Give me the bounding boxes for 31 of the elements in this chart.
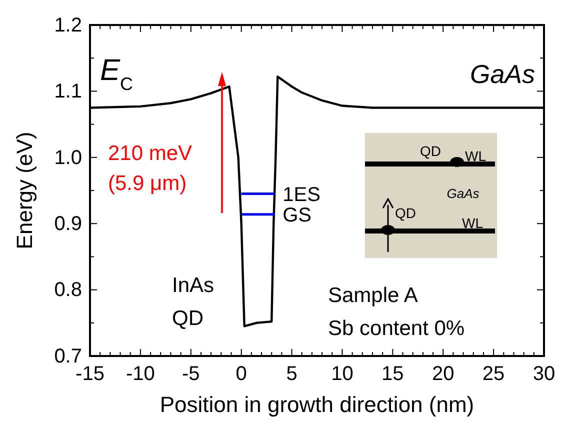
x-axis-title: Position in growth direction (nm) — [160, 392, 474, 417]
y-tick-label: 1.1 — [54, 80, 82, 103]
x-tick-label: -5 — [182, 363, 200, 386]
annotation: Sample A — [328, 284, 418, 307]
y-axis-title: Energy (eV) — [12, 132, 37, 250]
x-tick-label: 30 — [532, 363, 556, 386]
x-tick-label: 5 — [286, 363, 298, 386]
annotation: QD — [395, 205, 416, 221]
annotation: QD — [172, 307, 204, 330]
annotation: GaAs — [446, 186, 480, 201]
y-tick-label: 1.0 — [54, 146, 82, 169]
annotation: E$_{C}$ — [100, 54, 134, 94]
y-tick-label: 1.2 — [54, 14, 82, 36]
x-tick-label: 20 — [432, 363, 454, 386]
x-tick-label: 0 — [236, 363, 247, 386]
y-tick-label: 0.8 — [54, 279, 82, 302]
series-label: GS — [282, 204, 312, 226]
x-tick-label: -10 — [126, 363, 155, 386]
annotation: 210 meV — [108, 142, 192, 165]
x-tick-label: 10 — [331, 363, 354, 386]
annotation: WL — [462, 215, 484, 231]
annotation: (5.9 μm) — [108, 172, 187, 195]
annotation: WL — [465, 148, 486, 164]
annotation: Sb content 0% — [328, 317, 465, 340]
annotation: GaAs — [470, 59, 535, 89]
y-tick-label: 0.9 — [54, 213, 82, 235]
x-tick-label: 15 — [382, 363, 404, 386]
annotation: InAs — [172, 274, 214, 297]
x-tick-label: 25 — [482, 363, 505, 386]
annotation: QD — [420, 143, 441, 159]
series-label: 1ES — [282, 184, 320, 206]
